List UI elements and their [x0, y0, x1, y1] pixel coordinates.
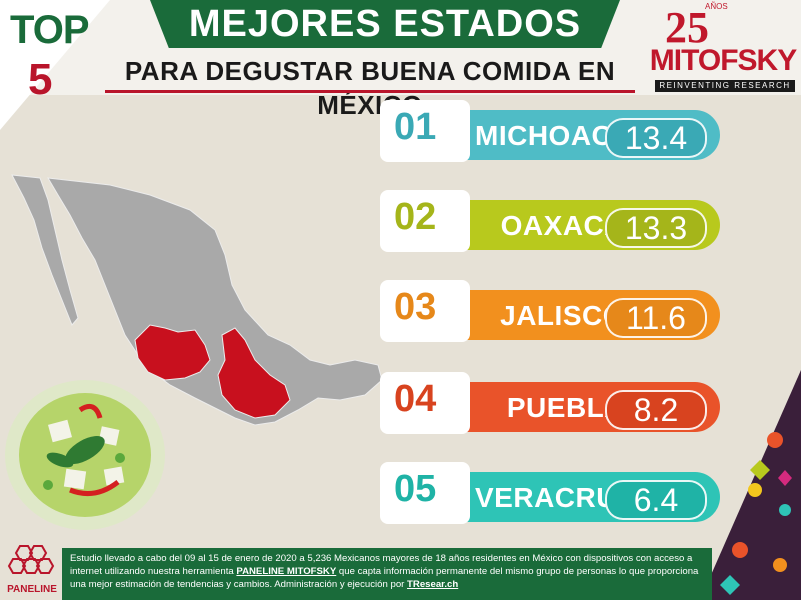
map-highlight-west: [134, 324, 211, 381]
rank-number: 03: [394, 286, 437, 328]
logo-anos: AÑOS: [705, 2, 728, 11]
rank-number: 05: [394, 468, 437, 510]
rank-value-label: 11.6: [605, 298, 707, 338]
food-bowl-illustration: [5, 380, 165, 530]
footer-text-part1: Estudio llevado a cabo del 09 al 15 de e…: [70, 553, 693, 577]
top-corner-decor: [0, 0, 110, 130]
rank-row: 01 MICHOACÁN 13.4: [380, 100, 720, 162]
top-label: TOP: [10, 8, 90, 52]
footer-tool-name: PANELINE MITOFSKY: [236, 566, 337, 577]
page-subtitle: PARA DEGUSTAR BUENA COMIDA EN MÉXICO: [124, 56, 616, 120]
logo-name: MITOFSKY: [649, 44, 797, 77]
rank-tab: [380, 190, 470, 252]
rank-value-label: 6.4: [605, 480, 707, 520]
rank-value-label: 13.4: [605, 118, 707, 158]
rank-state-label: OAXACA: [500, 210, 625, 241]
map-mainland: [47, 177, 383, 426]
rank-number: 02: [394, 196, 437, 238]
rank-row: 04 PUEBLA 8.2: [380, 372, 720, 434]
rank-tab: [380, 372, 470, 434]
rank-tab: [380, 280, 470, 342]
rank-value-label: 8.2: [605, 390, 707, 430]
paneline-label: PANELINE: [7, 584, 57, 595]
rank-tab: [380, 100, 470, 162]
footer-exec-link[interactable]: TResear.ch: [407, 579, 459, 590]
decorative-pattern: [700, 370, 801, 600]
page-title: MEJORES ESTADOS: [188, 3, 582, 45]
logo-tagline: REINVENTING RESEARCH: [655, 80, 795, 92]
rank-state-label: VERACRUZ: [475, 482, 635, 513]
rank-row: 05 VERACRUZ 6.4: [380, 462, 720, 524]
top-number: 5: [28, 55, 53, 104]
rank-tab: [380, 462, 470, 524]
rank-value-label: 13.3: [605, 208, 707, 248]
map-highlight-east: [217, 327, 291, 419]
paneline-logo: [7, 545, 55, 574]
rank-number: 04: [394, 378, 437, 420]
title-underline: [105, 90, 635, 93]
title-banner: [150, 0, 620, 48]
map-baja-california: [11, 174, 79, 326]
rank-row: 02 OAXACA 13.3: [380, 190, 720, 252]
logo-years: 25: [665, 3, 709, 52]
rank-state-label: MICHOACÁN: [475, 120, 654, 151]
rank-state-label: PUEBLA: [506, 392, 625, 423]
footer-text-part2: que capta información permanente del mis…: [70, 566, 699, 590]
footer-band: [62, 548, 712, 600]
rank-number: 01: [394, 106, 437, 148]
rank-state-label: JALISCO: [500, 300, 625, 331]
mitofsky-logo: 25 AÑOS MITOFSKY REINVENTING RESEARCH: [645, 0, 801, 95]
rank-row: 03 JALISCO 11.6: [380, 280, 720, 342]
footer-methodology-text: Estudio llevado a cabo del 09 al 15 de e…: [70, 552, 710, 591]
mexico-map: [11, 174, 383, 426]
